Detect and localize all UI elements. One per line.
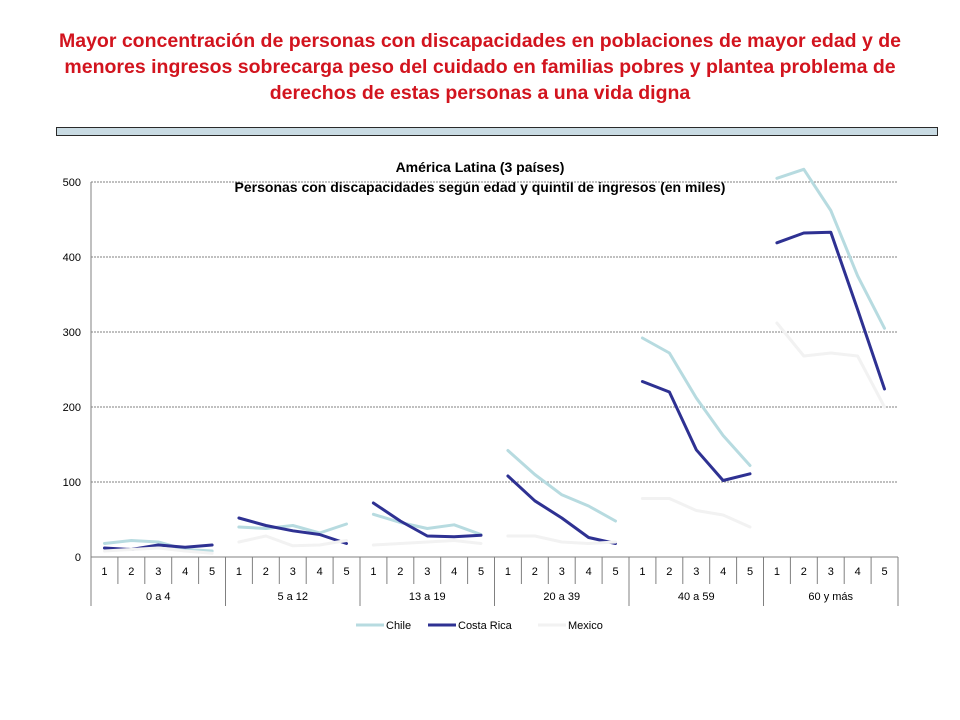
series-line (506, 534, 617, 545)
slide-title: Mayor concentración de personas con disc… (58, 30, 902, 104)
x-tick-label: 3 (424, 566, 430, 578)
x-tick-label: 4 (451, 566, 457, 578)
x-tick-label: 2 (397, 566, 403, 578)
legend-label: Costa Rica (458, 620, 513, 632)
x-tick-label: 2 (128, 566, 134, 578)
legend-label: Chile (386, 620, 411, 632)
y-tick-label: 400 (63, 252, 81, 264)
series-mexico (103, 321, 886, 555)
x-group-label: 60 y más (808, 591, 853, 603)
series-line (775, 230, 886, 391)
x-tick-label: 3 (559, 566, 565, 578)
y-tick-label: 100 (63, 477, 81, 489)
x-tick-label: 5 (478, 566, 484, 578)
x-tick-label: 3 (155, 566, 161, 578)
series-line (103, 546, 214, 555)
x-tick-label: 1 (236, 566, 242, 578)
legend-label: Mexico (568, 620, 603, 632)
chart-subtitle: Personas con discapacidades según edad y… (235, 179, 726, 195)
title-divider-bar (56, 127, 938, 136)
x-tick-label: 3 (828, 566, 834, 578)
x-tick-label: 1 (774, 566, 780, 578)
x-tick-label: 2 (263, 566, 269, 578)
series-line (640, 380, 752, 482)
y-tick-label: 300 (63, 327, 81, 339)
x-group-label: 20 a 39 (543, 591, 580, 603)
x-tick-label: 5 (881, 566, 887, 578)
x-tick-label: 5 (343, 566, 349, 578)
x-tick-label: 1 (505, 566, 511, 578)
series-line (775, 321, 886, 409)
x-tick-label: 1 (101, 566, 107, 578)
x-tick-label: 2 (666, 566, 672, 578)
y-tick-label: 0 (75, 552, 81, 564)
series-line (640, 497, 752, 529)
x-group-label: 13 a 19 (409, 591, 446, 603)
series-line (775, 167, 886, 330)
x-tick-label: 1 (370, 566, 376, 578)
x-tick-label: 5 (209, 566, 215, 578)
x-tick-label: 2 (532, 566, 538, 578)
series-line (640, 336, 752, 467)
series-line (371, 539, 483, 547)
chart-title: América Latina (3 países) (396, 159, 565, 175)
x-tick-label: 3 (290, 566, 296, 578)
x-tick-label: 2 (801, 566, 807, 578)
x-tick-label: 4 (317, 566, 323, 578)
x-tick-label: 4 (586, 566, 592, 578)
x-tick-label: 4 (182, 566, 188, 578)
series-line (237, 522, 348, 535)
x-tick-label: 1 (639, 566, 645, 578)
x-tick-label: 3 (693, 566, 699, 578)
series-line (506, 449, 617, 523)
series-line (237, 534, 348, 548)
series-line (371, 501, 483, 539)
x-tick-label: 5 (747, 566, 753, 578)
x-group-label: 5 a 12 (277, 591, 308, 603)
y-tick-label: 200 (63, 402, 81, 414)
series-line (103, 539, 214, 553)
x-group-label: 0 a 4 (146, 591, 170, 603)
x-group-label: 40 a 59 (678, 591, 715, 603)
y-tick-label: 500 (63, 177, 81, 189)
series-line (371, 512, 483, 536)
series-costa-rica (103, 230, 886, 551)
x-tick-label: 4 (855, 566, 861, 578)
series-chile (103, 167, 886, 553)
x-tick-label: 4 (720, 566, 726, 578)
series-line (237, 516, 348, 545)
x-tick-label: 5 (612, 566, 618, 578)
series-line (506, 474, 617, 545)
